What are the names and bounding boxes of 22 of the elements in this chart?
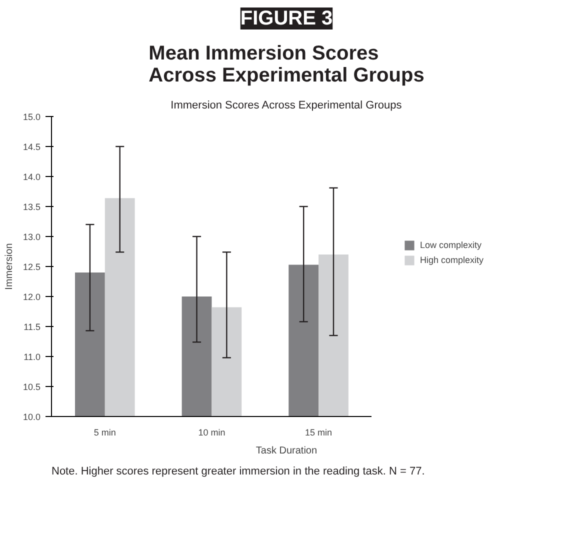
y-tick-label: 12.0 [22, 292, 41, 302]
y-tick-label: 13.0 [22, 232, 41, 242]
x-tick-label: 10 min [198, 428, 226, 438]
caption: FIGURE 3 [240, 8, 333, 30]
y-tick-label: 10.5 [22, 382, 41, 392]
x-tick-label: 15 min [305, 428, 332, 438]
y-tick-label: 14.5 [22, 142, 41, 152]
y-tick-label: 11.0 [24, 352, 41, 362]
legend-label: Low complexity [420, 240, 482, 250]
y-tick-label: 10.0 [22, 412, 41, 422]
y-tick-label: 14.0 [22, 172, 41, 182]
y-axis-title: Immersion [4, 243, 15, 290]
y-tick-label: 15.0 [22, 112, 41, 122]
x-axis-title: Task Duration [256, 446, 318, 456]
y-tick-label: 11.5 [24, 322, 41, 332]
text: Note. Higher scores represent greater immersion in the reading task. N = 77. [52, 466, 425, 478]
y-tick-label: 13.5 [22, 202, 41, 212]
legend-label: High complexity [420, 255, 484, 265]
x-tick-label: 5 min [94, 428, 116, 438]
y-tick-label: 12.5 [22, 262, 41, 272]
chart-subtitle: Immersion Scores Across Experimental Groups [170, 100, 402, 112]
chart-title: Mean Immersion Scores Across Experimental Groups [148, 42, 424, 86]
